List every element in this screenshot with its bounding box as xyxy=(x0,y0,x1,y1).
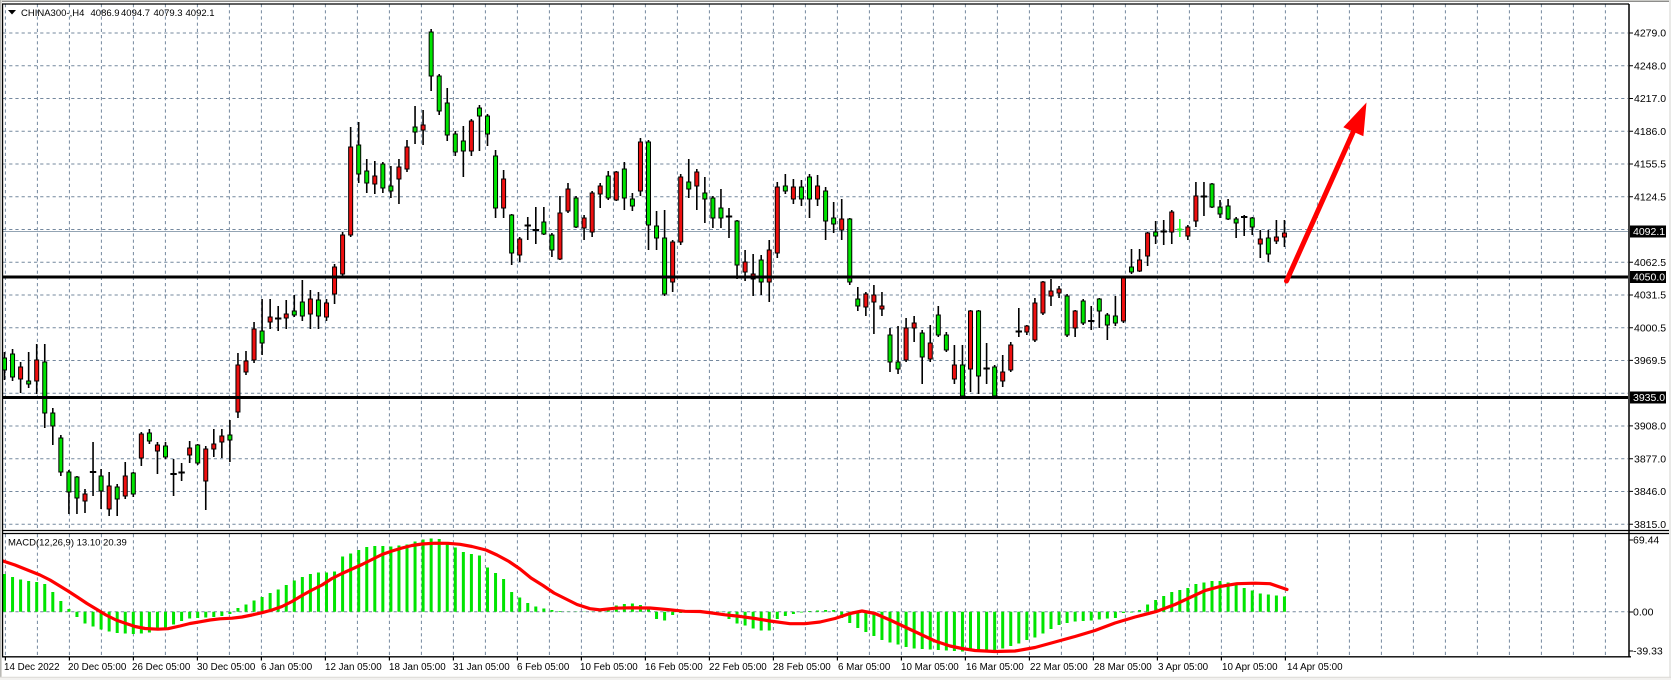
svg-text:10 Apr 05:00: 10 Apr 05:00 xyxy=(1222,662,1278,673)
svg-text:31 Jan 05:00: 31 Jan 05:00 xyxy=(453,662,510,673)
svg-text:4092.1: 4092.1 xyxy=(186,8,215,19)
svg-text:MACD(12,26,9) 13.10 20.39: MACD(12,26,9) 13.10 20.39 xyxy=(8,538,127,549)
svg-text:4062.5: 4062.5 xyxy=(1634,257,1666,269)
svg-text:18 Jan 05:00: 18 Jan 05:00 xyxy=(389,662,446,673)
svg-text:22 Feb 05:00: 22 Feb 05:00 xyxy=(709,662,767,673)
svg-text:22 Mar 05:00: 22 Mar 05:00 xyxy=(1030,662,1088,673)
svg-text:CHINA300-,H4: CHINA300-,H4 xyxy=(21,8,84,19)
svg-text:12 Jan 05:00: 12 Jan 05:00 xyxy=(325,662,382,673)
svg-text:4079.3: 4079.3 xyxy=(154,8,183,19)
svg-text:4050.0: 4050.0 xyxy=(1633,272,1665,284)
svg-text:3 Apr 05:00: 3 Apr 05:00 xyxy=(1158,662,1209,673)
svg-text:3877.0: 3877.0 xyxy=(1634,453,1666,465)
svg-text:69.44: 69.44 xyxy=(1633,535,1659,547)
svg-text:28 Feb 05:00: 28 Feb 05:00 xyxy=(773,662,831,673)
svg-text:4155.5: 4155.5 xyxy=(1634,159,1666,171)
svg-text:3908.0: 3908.0 xyxy=(1634,421,1666,433)
svg-text:4092.1: 4092.1 xyxy=(1633,226,1665,238)
svg-text:30 Dec 05:00: 30 Dec 05:00 xyxy=(197,662,256,673)
svg-text:26 Dec 05:00: 26 Dec 05:00 xyxy=(132,662,191,673)
svg-text:4124.5: 4124.5 xyxy=(1634,191,1666,203)
svg-text:4031.5: 4031.5 xyxy=(1634,290,1666,302)
svg-text:4186.0: 4186.0 xyxy=(1634,126,1666,138)
svg-text:4217.0: 4217.0 xyxy=(1634,93,1666,105)
svg-text:4086.9: 4086.9 xyxy=(91,8,120,19)
svg-text:16 Feb 05:00: 16 Feb 05:00 xyxy=(645,662,703,673)
svg-text:16 Mar 05:00: 16 Mar 05:00 xyxy=(966,662,1024,673)
svg-text:3846.0: 3846.0 xyxy=(1634,486,1666,498)
svg-text:-39.33: -39.33 xyxy=(1633,646,1663,658)
svg-text:3815.0: 3815.0 xyxy=(1634,519,1666,531)
svg-text:10 Mar 05:00: 10 Mar 05:00 xyxy=(901,662,959,673)
svg-text:3935.0: 3935.0 xyxy=(1633,392,1665,404)
svg-text:4248.0: 4248.0 xyxy=(1634,60,1666,72)
svg-text:4094.7: 4094.7 xyxy=(121,8,150,19)
svg-text:6 Jan 05:00: 6 Jan 05:00 xyxy=(261,662,313,673)
svg-text:6 Mar 05:00: 6 Mar 05:00 xyxy=(838,662,891,673)
svg-text:6 Feb 05:00: 6 Feb 05:00 xyxy=(517,662,570,673)
svg-text:0.00: 0.00 xyxy=(1633,607,1654,619)
svg-text:14 Dec 2022: 14 Dec 2022 xyxy=(4,662,60,673)
svg-text:3969.5: 3969.5 xyxy=(1634,355,1666,367)
svg-text:20 Dec 05:00: 20 Dec 05:00 xyxy=(68,662,127,673)
svg-text:28 Mar 05:00: 28 Mar 05:00 xyxy=(1094,662,1152,673)
svg-text:10 Feb 05:00: 10 Feb 05:00 xyxy=(580,662,638,673)
svg-text:4000.5: 4000.5 xyxy=(1634,322,1666,334)
svg-text:4279.0: 4279.0 xyxy=(1634,28,1666,40)
svg-text:14 Apr 05:00: 14 Apr 05:00 xyxy=(1287,662,1343,673)
